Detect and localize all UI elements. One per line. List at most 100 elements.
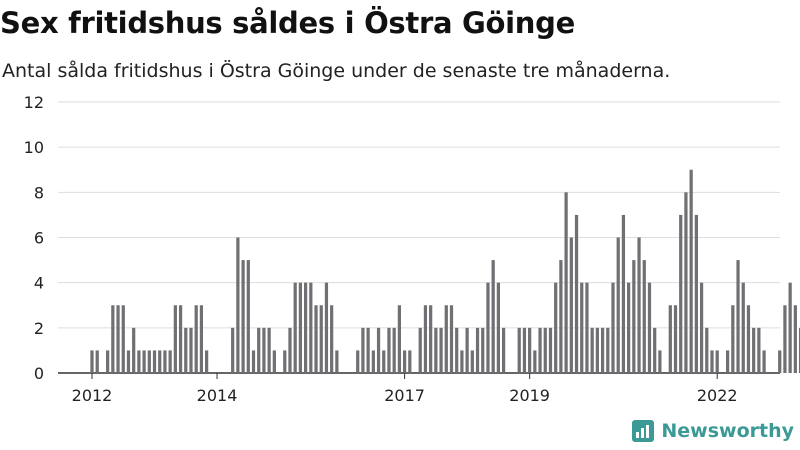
bar <box>632 260 636 373</box>
bar <box>788 282 792 373</box>
bar <box>611 282 615 373</box>
bar <box>387 327 391 373</box>
bar <box>637 237 641 373</box>
y-axis-labels: 0 2 4 6 8 10 12 <box>24 93 44 383</box>
bar <box>90 350 94 373</box>
chart-logo-icon <box>632 420 655 442</box>
bar <box>137 350 141 373</box>
bar <box>111 305 115 373</box>
x-tick-label: 2019 <box>509 386 550 405</box>
bar <box>397 305 402 373</box>
bar <box>731 305 735 373</box>
bar <box>538 327 542 373</box>
bar <box>673 305 678 373</box>
bar <box>778 350 782 373</box>
bar <box>757 327 761 373</box>
y-tick-label: 4 <box>34 274 44 293</box>
bar <box>543 327 547 373</box>
bar <box>168 350 172 373</box>
bar <box>574 214 579 373</box>
bar <box>606 327 610 373</box>
bar <box>559 260 563 373</box>
bar <box>668 305 672 373</box>
bar <box>455 327 459 373</box>
bar <box>382 350 386 373</box>
bar <box>517 327 521 373</box>
bar <box>241 260 245 373</box>
x-tick-label: 2014 <box>197 386 238 405</box>
bar <box>335 350 339 373</box>
bar <box>554 282 558 373</box>
bar <box>689 169 693 373</box>
x-axis-labels: 201220142017201920222024 <box>72 373 738 405</box>
y-tick-label: 0 <box>34 364 44 383</box>
bar <box>132 327 136 373</box>
bar <box>324 282 329 373</box>
bar <box>142 350 146 373</box>
x-tick-label: 2012 <box>72 386 113 405</box>
bar <box>262 327 266 373</box>
bar <box>283 350 287 373</box>
bar <box>752 327 756 373</box>
bar <box>475 327 480 373</box>
bar <box>486 282 490 373</box>
bar <box>231 327 235 373</box>
bar <box>679 214 683 373</box>
bar <box>434 327 438 373</box>
bar <box>314 305 318 373</box>
bar <box>699 282 704 373</box>
bar <box>319 305 323 373</box>
bar <box>251 350 256 373</box>
bar <box>121 305 125 373</box>
bar <box>600 327 605 373</box>
bar <box>746 305 751 373</box>
bar <box>293 282 297 373</box>
bar <box>429 305 433 373</box>
bar <box>715 350 719 373</box>
bar <box>491 260 495 373</box>
bar <box>736 260 740 373</box>
y-tick-label: 2 <box>34 319 44 338</box>
bar <box>257 327 261 373</box>
chart-subtitle: Antal sålda fritidshus i Östra Göinge un… <box>2 60 671 82</box>
bar <box>470 350 474 373</box>
y-tick-label: 8 <box>34 183 44 202</box>
bar <box>798 327 800 373</box>
bar <box>376 327 381 373</box>
bar <box>303 282 308 373</box>
bar <box>444 305 448 373</box>
bar <box>163 350 167 373</box>
bar <box>126 350 131 373</box>
bar <box>590 327 594 373</box>
bar <box>528 327 532 373</box>
bar <box>653 327 657 373</box>
bar <box>288 327 292 373</box>
bar <box>793 305 797 373</box>
bar <box>236 237 240 373</box>
x-tick-label: 2022 <box>697 386 738 405</box>
bar <box>184 327 188 373</box>
bar <box>741 282 745 373</box>
bar <box>449 305 454 373</box>
bar <box>647 282 652 373</box>
bar <box>783 305 787 373</box>
brand-name: Newsworthy <box>661 420 794 442</box>
bar <box>522 327 527 373</box>
bar <box>189 327 193 373</box>
bar <box>298 282 303 373</box>
bar <box>194 305 198 373</box>
bar <box>423 305 428 373</box>
bar <box>408 350 412 373</box>
bar <box>710 350 714 373</box>
bar <box>361 327 365 373</box>
bar <box>642 260 646 373</box>
bar <box>356 350 360 373</box>
bar <box>460 350 464 373</box>
bar <box>501 327 506 373</box>
y-tick-label: 10 <box>24 138 44 157</box>
newsworthy-logo: Newsworthy <box>632 420 794 442</box>
bar <box>439 327 443 373</box>
bar <box>106 350 110 373</box>
bar <box>147 350 151 373</box>
bar <box>465 327 469 373</box>
